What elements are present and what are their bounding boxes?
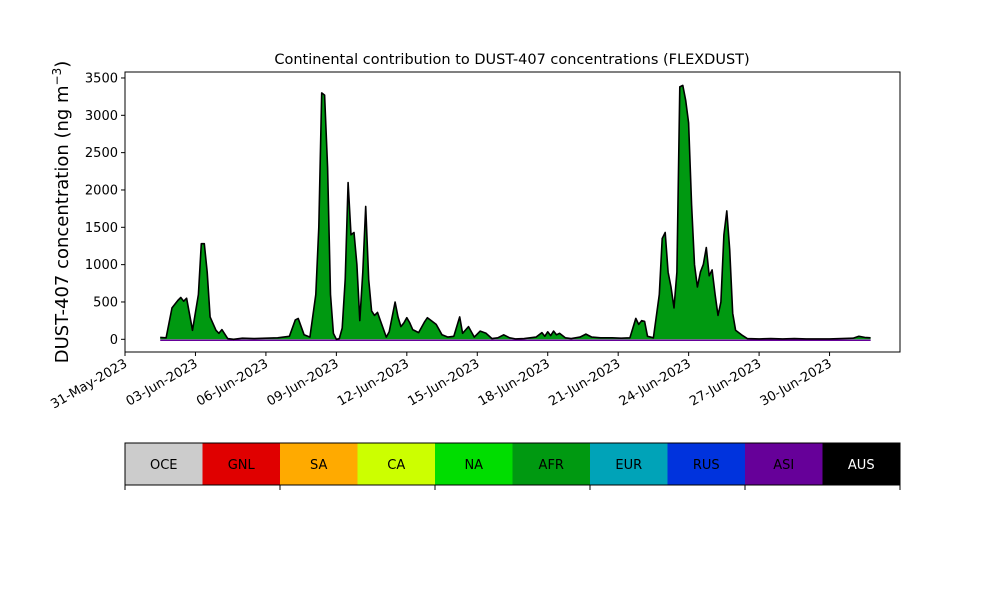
- legend-swatch-gnl: [202, 443, 281, 485]
- x-tick-label: 15-Jun-2023: [405, 356, 482, 409]
- series-area-afr: [160, 85, 871, 340]
- legend-swatch-oce: [125, 443, 203, 485]
- legend-swatch-afr: [512, 443, 591, 485]
- y-tick-label: 2500: [85, 146, 118, 161]
- legend-label-afr: AFR: [539, 458, 564, 473]
- legend-colorbar: OCE GNL SA CA NA AFR EUR RUS ASI AUS: [124, 442, 901, 490]
- series-total-line: [160, 84, 871, 341]
- y-tick-label: 3000: [85, 109, 118, 124]
- legend-label-rus: RUS: [693, 458, 720, 473]
- plot-frame: [124, 71, 901, 353]
- x-tick-label: 18-Jun-2023: [476, 356, 553, 409]
- x-tick-label: 09-Jun-2023: [265, 356, 342, 409]
- plot-area: [160, 84, 871, 342]
- legend-label-oce: OCE: [150, 458, 178, 473]
- legend-swatch-rus: [667, 443, 746, 485]
- legend-swatch-asi: [745, 443, 823, 485]
- legend-frame: [124, 442, 901, 486]
- legend-label-asi: ASI: [773, 458, 794, 473]
- x-tick-label: 30-Jun-2023: [758, 356, 835, 409]
- legend-label-aus: AUS: [848, 458, 875, 473]
- chart-title: Continental contribution to DUST-407 con…: [274, 52, 749, 68]
- x-tick-label: 06-Jun-2023: [194, 356, 271, 409]
- x-tick-label: 27-Jun-2023: [687, 356, 764, 409]
- y-tick-label: 0: [110, 333, 118, 348]
- legend-swatch-na: [435, 443, 513, 485]
- y-tick-label: 3500: [85, 71, 118, 86]
- y-tick-label: 500: [93, 295, 118, 310]
- y-axis: 0 500 1000 1500 2000 2500 3000 3500: [85, 71, 125, 348]
- legend-label-eur: EUR: [615, 458, 642, 473]
- legend-label-sa: SA: [310, 458, 327, 473]
- legend-swatch-aus: [822, 443, 901, 485]
- x-tick-label: 03-Jun-2023: [124, 356, 201, 409]
- legend-label-na: NA: [464, 458, 483, 473]
- x-tick-label: 24-Jun-2023: [617, 356, 694, 409]
- legend-label-gnl: GNL: [228, 458, 256, 473]
- x-tick-label: 21-Jun-2023: [546, 356, 623, 409]
- legend-swatch-eur: [590, 443, 668, 485]
- y-axis-label: DUST-407 concentration (ng m−3): [50, 61, 73, 364]
- y-tick-label: 1500: [85, 221, 118, 236]
- x-tick-label: 12-Jun-2023: [335, 356, 412, 409]
- x-tick-label: 31-May-2023: [48, 356, 130, 412]
- legend-swatch-ca: [357, 443, 436, 485]
- legend-label-ca: CA: [387, 458, 405, 473]
- y-tick-label: 1000: [85, 258, 118, 273]
- y-axis-label-main: DUST-407 concentration (ng m: [52, 85, 73, 363]
- legend-swatch-sa: [280, 443, 358, 485]
- y-axis-label-close: ): [52, 61, 73, 68]
- y-tick-label: 2000: [85, 183, 118, 198]
- y-axis-label-sup: −3: [50, 68, 64, 86]
- x-axis: 31-May-202303-Jun-202306-Jun-202309-Jun-…: [48, 352, 835, 412]
